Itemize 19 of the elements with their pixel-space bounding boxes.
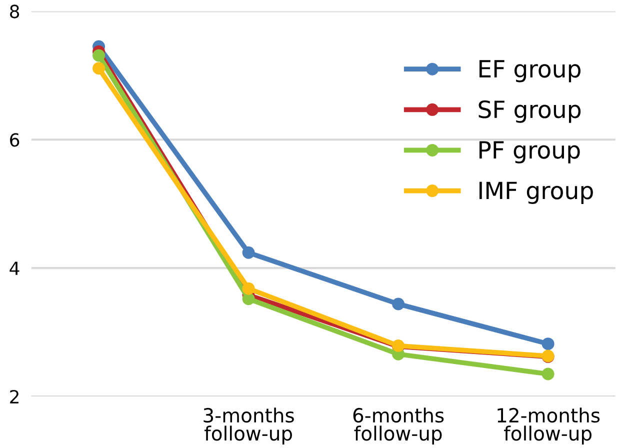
x-tick-label: 12-months follow-up (498, 408, 600, 444)
x-tick-label: 3-months follow-up (204, 408, 294, 444)
point (92, 62, 106, 75)
point (242, 282, 255, 295)
point (242, 292, 255, 306)
legend-label: EF group (480, 60, 580, 82)
point (542, 368, 554, 380)
legend-label: IMF group (480, 182, 593, 204)
x-tick-label: 6-months follow-up (353, 408, 444, 444)
y-tick-label: 2 (10, 390, 18, 404)
point (242, 246, 255, 259)
y-tick-label: 4 (10, 262, 20, 275)
legend-label: PF group (480, 141, 580, 164)
point (542, 338, 554, 350)
point (392, 298, 405, 310)
y-tick-label: 8 (10, 4, 20, 18)
point (92, 49, 106, 62)
legend-label: SF group (478, 100, 581, 123)
y-tick-label: 6 (10, 133, 20, 147)
